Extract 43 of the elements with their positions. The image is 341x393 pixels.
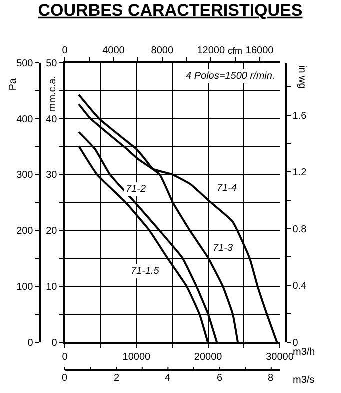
x-tick-label: 0 [62, 352, 68, 364]
text: 0 [62, 373, 68, 384]
x2-tick-label: 16000 [246, 45, 274, 56]
series-label: 71-3 [213, 243, 234, 254]
y-tick-label: 20 [46, 226, 58, 238]
y2-tick-label: 0 [28, 338, 34, 349]
x2-axis-title: cfm [228, 46, 242, 56]
text: 6 [217, 373, 223, 384]
series-label: 71-2 [126, 184, 146, 195]
text: m3/s [293, 375, 315, 386]
x2-tick-label: 4000 [102, 45, 126, 56]
y-tick-label: 40 [46, 114, 58, 126]
y2-tick-label: 100 [16, 282, 34, 293]
y-tick-label: 50 [46, 58, 58, 70]
series-label: 71-1.5 [131, 266, 160, 277]
x2-tick-label: 12000 [197, 45, 226, 56]
x-tick-label: 30000 [266, 352, 294, 364]
x-tick-label: 20000 [194, 352, 223, 364]
x2-tick-label: 8000 [151, 45, 174, 56]
text: 8 [268, 373, 274, 384]
y3-tick-label: 0 [292, 338, 299, 349]
y-tick-label: 10 [46, 282, 58, 293]
text: 2 [114, 373, 120, 384]
chart-title: COURBES CARACTERISTIQUES [38, 0, 303, 20]
x2-tick-label: 0 [62, 45, 68, 56]
y-tick-label: 0 [52, 338, 58, 349]
y3-tick-label: 1.6 [292, 110, 308, 122]
text: 4 [165, 373, 171, 384]
y2-tick-label: 200 [16, 226, 34, 238]
y-axis-title: mm.c.a. [47, 76, 58, 112]
y2-tick-label: 300 [16, 170, 34, 182]
annotation: 4 Polos=1500 r/min. [186, 71, 276, 82]
x-tick-label: 10000 [122, 352, 152, 364]
y2-tick-label: 500 [16, 58, 34, 70]
y3-tick-label: 0.4 [292, 281, 308, 292]
y3-axis-title: in wg [296, 66, 308, 89]
y3-tick-label: 1.2 [292, 168, 308, 179]
y3-tick-label: 0.8 [292, 224, 308, 236]
series-label: 71-4 [217, 183, 238, 194]
y-tick-label: 30 [46, 170, 58, 182]
y2-axis-title: Pa [8, 78, 20, 91]
y2-tick-label: 400 [16, 114, 34, 126]
x-axis-title: m3/h [293, 347, 316, 358]
